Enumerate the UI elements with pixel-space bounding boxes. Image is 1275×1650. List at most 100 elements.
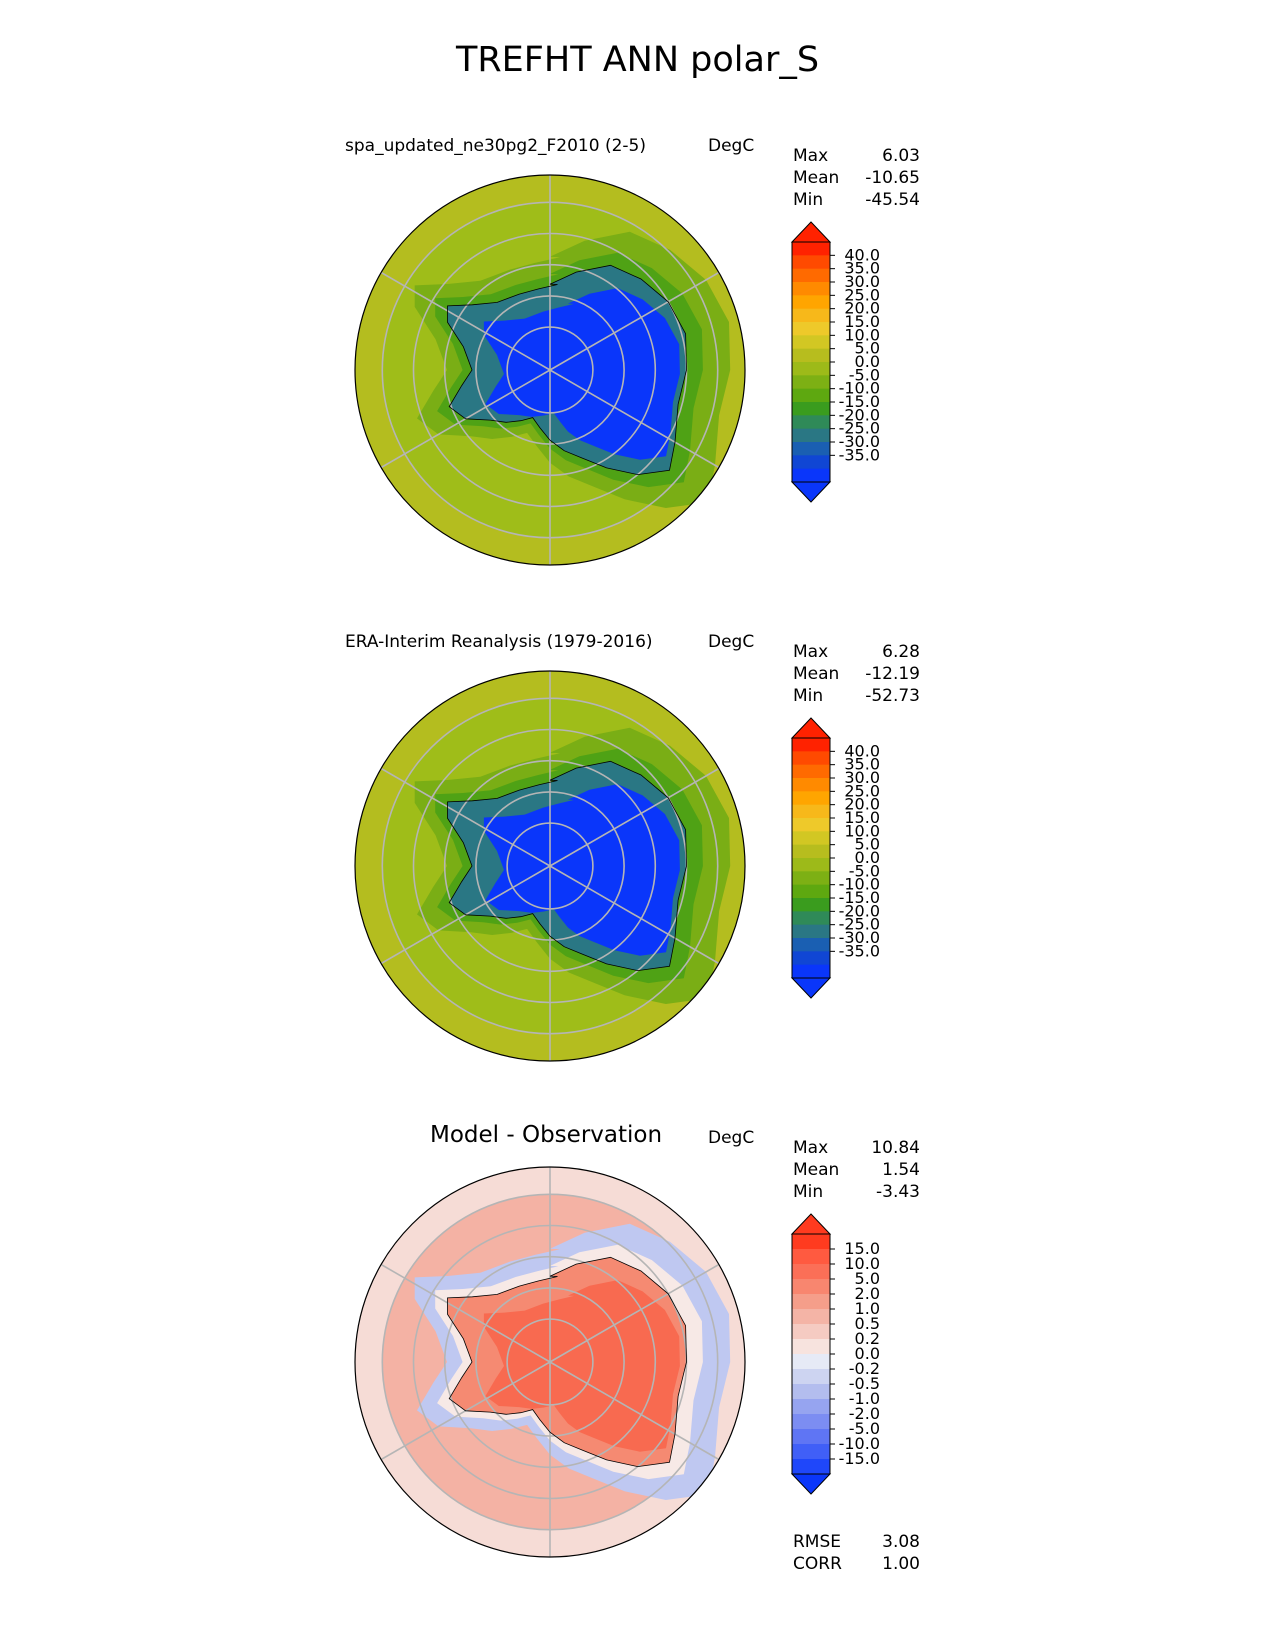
colorbar-swatch — [792, 242, 830, 256]
coastline — [447, 760, 687, 972]
units-label: DegC — [708, 632, 755, 652]
colorbar-tick-label: -10.0 — [839, 379, 880, 398]
colorbar-tick-label: 30.0 — [844, 272, 880, 291]
colorbar-swatch — [792, 898, 830, 912]
stats-block: Max 6.03 Mean -10.65 Min -45.54 — [793, 145, 920, 211]
units-label: DegC — [708, 1128, 755, 1148]
colorbar-tick-label: 10.0 — [844, 1254, 880, 1273]
colorbar-tick-label: 25.0 — [844, 781, 880, 800]
colorbar-swatch — [792, 831, 830, 846]
colorbar-tick-label: 5.0 — [855, 835, 880, 854]
longitude-gridline — [549, 369, 720, 469]
colorbar-swatch — [792, 1339, 830, 1355]
colorbar-extend-top — [790, 1213, 832, 1235]
colorbar-swatch — [792, 764, 830, 779]
colorbar-tick-label: 0.5 — [855, 1314, 880, 1333]
colorbar-swatch — [792, 1309, 830, 1325]
colorbar-swatch — [792, 375, 830, 390]
colorbar-swatch — [792, 308, 830, 323]
colorbar-tick-label: 35.0 — [844, 755, 880, 774]
colorbar-tick-label: -2.0 — [849, 1404, 880, 1423]
colorbar-tick-label: 5.0 — [855, 1269, 880, 1288]
colorbar-tick-label: -15.0 — [839, 392, 880, 411]
colorbar: 40.035.030.025.020.015.010.05.00.0-5.0-1… — [790, 221, 880, 503]
longitude-gridline — [549, 271, 720, 371]
colorbar-extend-bottom — [790, 977, 832, 999]
stat-min: Min -52.73 — [793, 686, 920, 706]
colorbar-swatch — [792, 388, 830, 403]
colorbar-swatch — [792, 938, 830, 952]
colorbar-tick-label: 15.0 — [844, 1239, 880, 1258]
colorbar-tick-label: -25.0 — [839, 419, 880, 438]
colorbar-swatch — [792, 751, 830, 766]
colorbar-tick-label: 1.0 — [855, 1299, 880, 1318]
colorbar: 15.010.05.02.01.00.50.20.0-0.2-0.5-1.0-2… — [790, 1213, 880, 1495]
colorbar-swatch — [792, 1234, 830, 1250]
colorbar-swatch — [792, 1324, 830, 1340]
colorbar-tick-label: 2.0 — [855, 1284, 880, 1303]
polar-map — [354, 174, 746, 566]
colorbar-swatch — [792, 255, 830, 270]
map-field — [355, 1167, 745, 1557]
colorbar-tick-label: 25.0 — [844, 285, 880, 304]
colorbar-tick-label: 0.0 — [855, 1344, 880, 1363]
coastline — [447, 1256, 687, 1468]
colorbar-tick-label: 20.0 — [844, 299, 880, 318]
colorbar-extend-bottom — [790, 481, 832, 503]
colorbar-swatch — [792, 1264, 830, 1280]
colorbar-swatch — [792, 1249, 830, 1265]
map-field — [355, 671, 745, 1061]
longitude-gridline — [549, 1361, 720, 1461]
colorbar-swatch — [792, 268, 830, 283]
colorbar-tick-label: 40.0 — [844, 245, 880, 264]
colorbar-extend-bottom — [790, 1473, 832, 1495]
colorbar-swatch — [792, 1294, 830, 1310]
colorbar-swatch — [792, 1399, 830, 1415]
colorbar-swatch — [792, 911, 830, 926]
colorbar-tick-label: 35.0 — [844, 259, 880, 278]
colorbar-tick-label: 0.2 — [855, 1329, 880, 1348]
colorbar-swatch — [792, 428, 830, 443]
colorbar-swatch — [792, 415, 830, 430]
colorbar-swatch — [792, 924, 830, 939]
colorbar-swatch — [792, 871, 830, 886]
colorbar-swatch — [792, 1414, 830, 1430]
colorbar-swatch — [792, 348, 830, 363]
longitude-gridline — [549, 865, 720, 965]
colorbar-tick-label: 0.0 — [855, 848, 880, 867]
stat-max: Max 6.28 — [793, 642, 920, 662]
colorbar-swatch — [792, 468, 830, 483]
colorbar-swatch — [792, 455, 830, 470]
panel-title: spa_updated_ne30pg2_F2010 (2-5) — [345, 136, 646, 156]
colorbar-tick-label: 5.0 — [855, 339, 880, 358]
figure-title: TREFHT ANN polar_S — [455, 40, 820, 80]
stat-rmse: RMSE 3.08 — [793, 1532, 920, 1552]
colorbar-swatch — [792, 1444, 830, 1460]
colorbar-tick-label: 10.0 — [844, 821, 880, 840]
colorbar-swatch — [792, 362, 830, 376]
coastline — [447, 264, 687, 476]
stat-mean: Mean 1.54 — [793, 1160, 920, 1180]
colorbar-tick-label: -5.0 — [849, 365, 880, 384]
colorbar-extend-top — [790, 717, 832, 739]
colorbar-tick-label: -0.5 — [849, 1374, 880, 1393]
colorbar-swatch — [792, 951, 830, 966]
colorbar-swatch — [792, 402, 830, 416]
colorbar-tick-label: -10.0 — [839, 875, 880, 894]
longitude-gridline — [380, 271, 551, 371]
map-field — [355, 175, 745, 565]
colorbar-swatch — [792, 964, 830, 979]
stat-min: Min -3.43 — [793, 1182, 920, 1202]
polar-map — [354, 670, 746, 1062]
colorbar-tick-label: -15.0 — [839, 888, 880, 907]
colorbar-tick-label: -20.0 — [839, 901, 880, 920]
colorbar-swatch — [792, 1459, 830, 1475]
colorbar-swatch — [792, 738, 830, 752]
colorbar-tick-label: -35.0 — [839, 941, 880, 960]
longitude-gridline — [380, 767, 551, 867]
longitude-gridline — [549, 767, 720, 867]
stat-mean: Mean -10.65 — [793, 168, 920, 188]
stat-max: Max 6.03 — [793, 146, 920, 166]
colorbar-swatch — [792, 818, 830, 832]
extra-stats-block: RMSE 3.08 CORR 1.00 — [793, 1531, 920, 1575]
